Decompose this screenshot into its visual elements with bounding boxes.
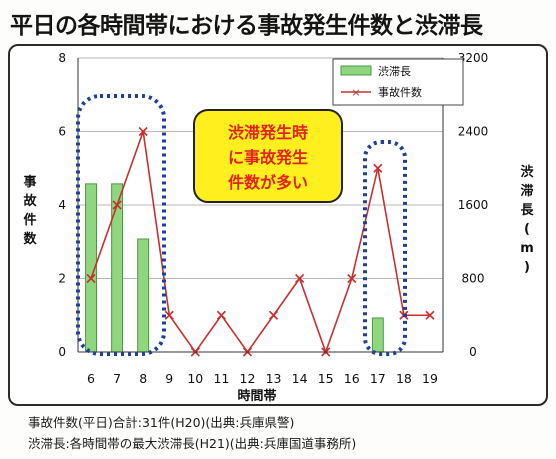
- x-tick-label: 8: [139, 371, 147, 386]
- x-tick-label: 14: [292, 371, 308, 386]
- y-left-axis-label-char: 故: [23, 193, 37, 209]
- x-tick-label: 18: [396, 371, 412, 386]
- line-point-stroke: [164, 310, 174, 320]
- x-tick-label: 16: [344, 371, 360, 386]
- line-point-stroke: [216, 310, 226, 320]
- y-left-axis-label-char: 数: [23, 231, 37, 247]
- line-point: [164, 310, 174, 320]
- line-point-stroke: [86, 273, 96, 284]
- line-point-stroke: [112, 200, 122, 210]
- annotation-callout: 渋滞発生時 に事故発生 件数が多い: [193, 109, 343, 203]
- x-tick-label: 7: [113, 371, 121, 386]
- x-tick-label: 12: [240, 371, 256, 386]
- x-axis-label: 時間帯: [237, 388, 276, 404]
- y-right-axis-label-char: m: [520, 241, 534, 256]
- y-right-axis-label-char: (: [524, 222, 530, 237]
- line-point: [138, 126, 148, 137]
- footnote-congestion: 渋滞長:各時間帯の最大渋滞長(H21)(出典:兵庫国道事務所): [28, 436, 357, 451]
- line-point: [425, 310, 435, 320]
- y-left-axis-label: 事故件数: [23, 174, 37, 247]
- line-point-stroke: [268, 310, 279, 320]
- annotation-line-1: 渋滞発生時: [228, 123, 308, 142]
- x-tick-label: 10: [187, 371, 203, 386]
- y-right-tick-label: 2400: [458, 125, 489, 139]
- x-tick-label: 11: [213, 371, 229, 386]
- y-right-axis-label: 渋滞長 ( m): [520, 164, 534, 275]
- line-point-stroke: [295, 273, 305, 284]
- x-tick-label: 13: [266, 371, 282, 386]
- y-right-axis-label-char: 渋: [520, 164, 533, 180]
- y-right-axis-label-char: 長: [520, 203, 534, 218]
- y-right-axis-label-char: 滞: [520, 183, 533, 199]
- line-point: [86, 273, 96, 284]
- y-right-tick-label: 1600: [458, 198, 489, 212]
- line-series: [86, 126, 435, 357]
- line-point-stroke: [425, 310, 435, 320]
- x-tick-label: 15: [318, 371, 334, 386]
- footnote-accidents: 事故件数(平日)合計:31件(H20)(出典:兵庫県警): [28, 415, 295, 430]
- annotation-line-3: 件数が多い: [228, 173, 308, 192]
- page-title: 平日の各時間帯における事故発生件数と渋滞長: [10, 13, 483, 39]
- y-right-axis-label-char: ): [524, 260, 530, 275]
- line-point: [268, 310, 279, 320]
- y-right-tick-label: 3200: [458, 51, 489, 65]
- line-point-stroke: [347, 273, 357, 284]
- bars: [85, 183, 384, 353]
- y-right-tick-label: 0: [469, 345, 477, 359]
- line-point: [216, 310, 226, 320]
- y-left-axis-label-char: 件: [23, 212, 36, 228]
- y-right-tick-label: 800: [462, 272, 485, 286]
- x-tick-label: 6: [87, 371, 95, 386]
- y-left-tick-label: 4: [58, 198, 66, 212]
- axes: 時間帯 0 2 4 6 8 0 800 1600 2400 3200 6 7 8 9 10 11 12 13 14 1…: [23, 51, 534, 404]
- highlights: [76, 94, 407, 356]
- x-tick-label: 17: [370, 371, 386, 386]
- legend-marker-line: ×: [351, 86, 360, 99]
- line-point-stroke: [373, 163, 383, 173]
- bar: [371, 317, 384, 353]
- y-left-tick-label: 6: [58, 125, 66, 139]
- line-point: [295, 273, 305, 284]
- y-left-axis-label-char: 事: [23, 174, 36, 190]
- annotation-line-2: に事故発生: [228, 148, 308, 167]
- line-point: [373, 163, 383, 173]
- legend-label-line: 事故件数: [378, 85, 422, 99]
- y-left-tick-label: 2: [58, 272, 66, 286]
- highlight-region-evening: [363, 140, 407, 356]
- line-point-stroke: [138, 126, 148, 137]
- x-tick-label: 19: [422, 371, 438, 386]
- highlight-region-morning: [76, 94, 166, 356]
- y-left-tick-label: 8: [58, 51, 66, 65]
- line-series-path: [90, 131, 430, 355]
- bar: [137, 238, 150, 353]
- line-point: [112, 200, 122, 210]
- legend: 渋滞長 × 事故件数: [332, 58, 464, 106]
- x-tick-label: 9: [165, 371, 173, 386]
- line-point: [347, 273, 357, 284]
- y-left-tick-label: 0: [58, 345, 66, 359]
- legend-label-bar: 渋滞長: [378, 65, 411, 78]
- legend-swatch-bar: [340, 65, 372, 76]
